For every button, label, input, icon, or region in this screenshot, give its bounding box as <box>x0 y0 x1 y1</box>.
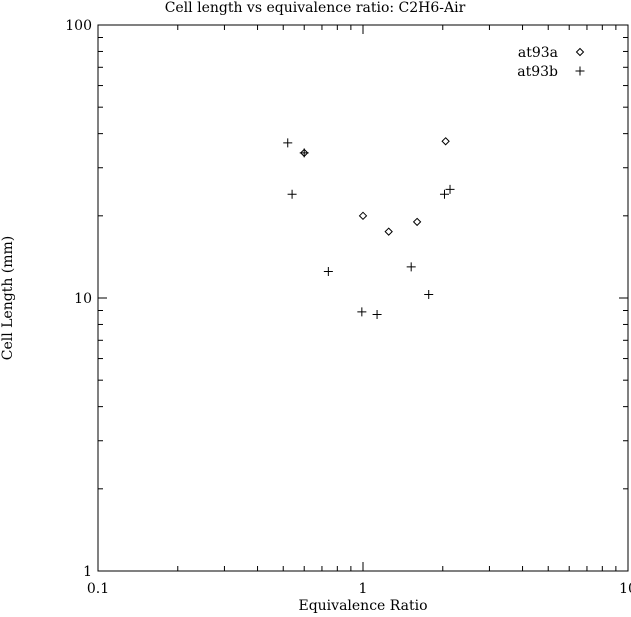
y-tick-label: 100 <box>65 18 92 34</box>
diamond-point <box>384 227 393 236</box>
x-axis: 0.1 1 10 <box>87 25 631 597</box>
plus-point <box>323 267 333 277</box>
plus-point <box>357 307 367 317</box>
legend-label: at93a <box>518 45 558 61</box>
plus-point <box>287 189 297 199</box>
legend: at93a at93b <box>517 45 585 80</box>
plus-point <box>424 289 434 299</box>
x-tick-label: 0.1 <box>87 581 109 597</box>
x-tick-label: 10 <box>619 581 631 597</box>
y-tick-label: 1 <box>83 564 92 580</box>
legend-diamond-marker <box>575 47 585 57</box>
plus-point <box>439 189 449 199</box>
data-series <box>283 137 455 320</box>
plus-point <box>445 184 455 194</box>
plot-frame <box>97 24 629 572</box>
diamond-point <box>412 217 422 227</box>
y-axis: 1 10 100 <box>65 18 628 580</box>
plus-point <box>406 262 416 272</box>
diamond-point <box>441 137 450 146</box>
legend-label: at93b <box>517 64 558 80</box>
x-tick-label: 1 <box>359 581 368 597</box>
plus-point <box>372 310 382 320</box>
chart-title: Cell length vs equivalence ratio: C2H6-A… <box>165 0 466 16</box>
plus-point <box>283 138 293 148</box>
legend-plus-marker <box>575 66 585 76</box>
x-axis-label: Equivalence Ratio <box>298 598 427 614</box>
diamond-point <box>358 211 368 221</box>
y-axis-label: Cell Length (mm) <box>0 236 16 361</box>
plus-point <box>299 148 309 158</box>
y-tick-label: 10 <box>74 291 92 307</box>
